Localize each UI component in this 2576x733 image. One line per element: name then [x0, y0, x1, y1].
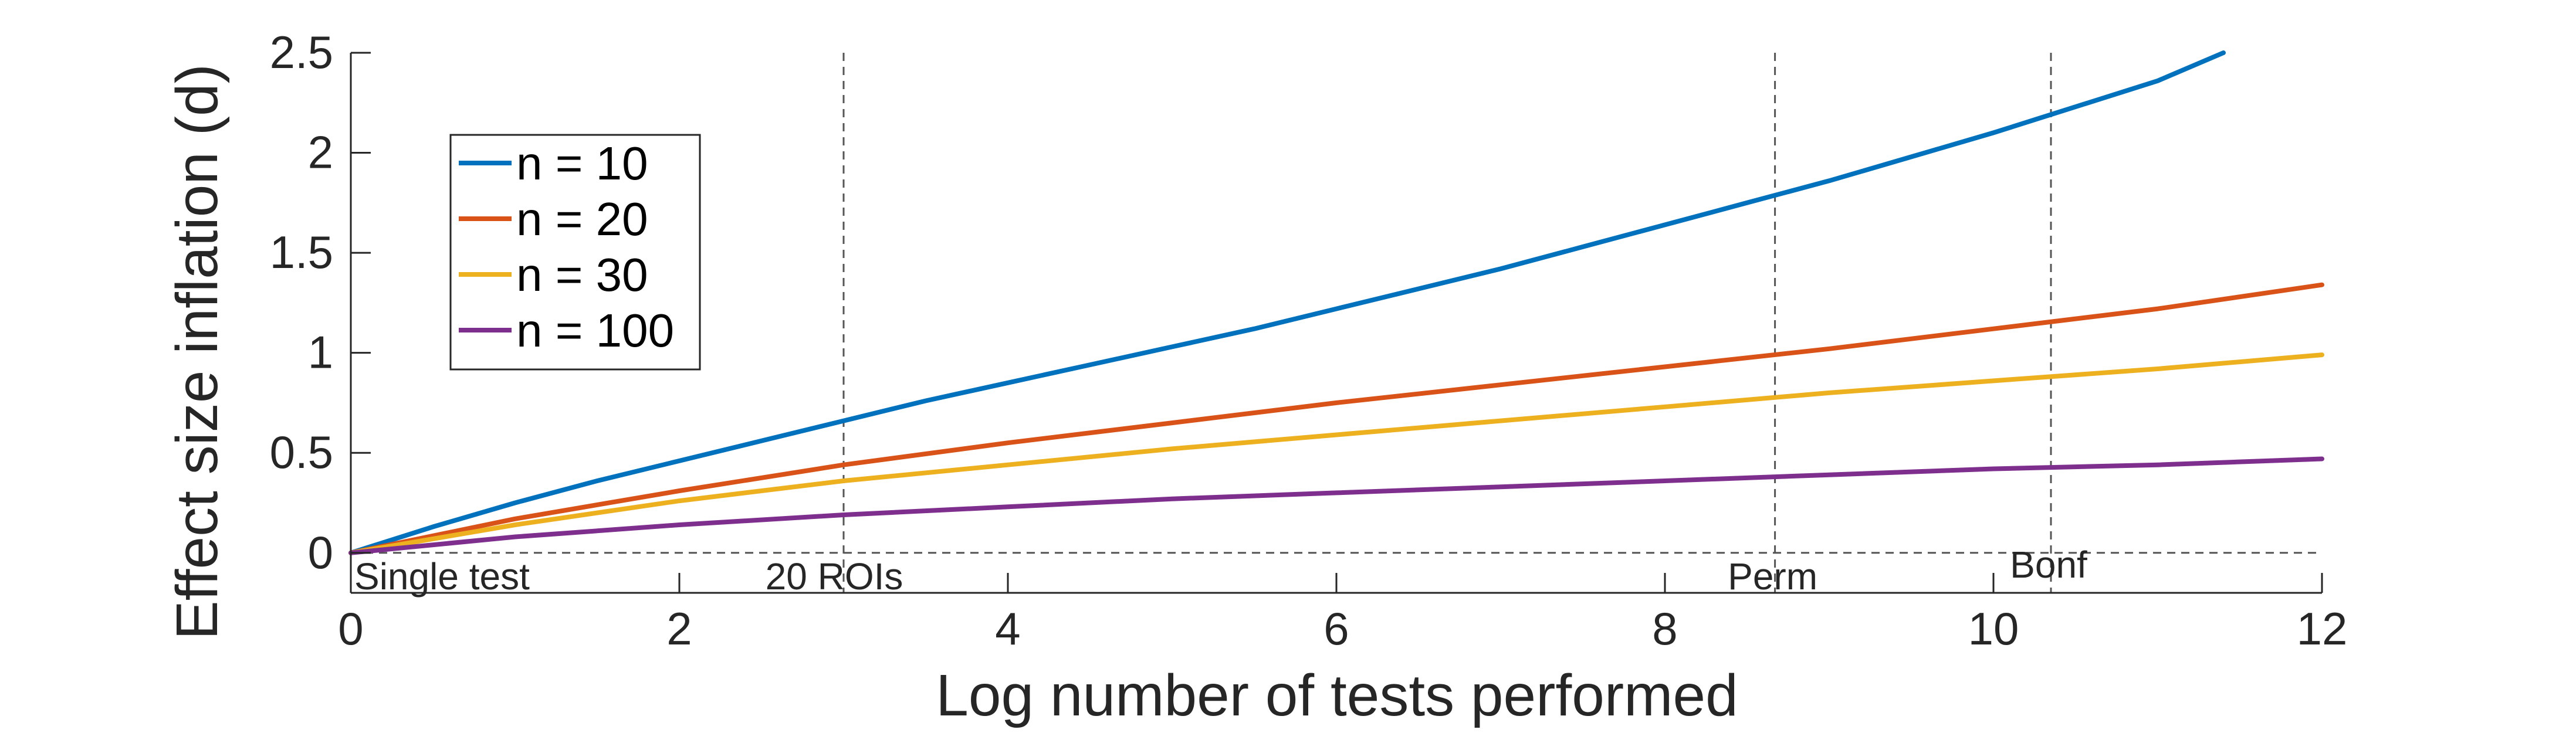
legend-label-3: n = 100 [516, 304, 674, 357]
x-tick-label: 6 [1323, 603, 1349, 654]
series-line-2 [348, 352, 2324, 555]
x-tick-label: 12 [2297, 603, 2348, 654]
y-tick-label: 1.5 [270, 226, 333, 278]
reference-line-label-0: Single test [354, 555, 530, 598]
legend-label-1: n = 20 [516, 193, 648, 245]
y-tick-label: 2 [308, 127, 333, 178]
x-tick-label: 10 [1968, 603, 2019, 654]
reference-line-label-2: Perm [1728, 555, 1817, 598]
legend-label-2: n = 30 [516, 249, 648, 301]
y-axis-label: Effect size inflation (d) [164, 64, 230, 640]
legend: n = 10n = 20n = 30n = 100 [449, 134, 701, 371]
reference-line-label-1: 20 ROIs [766, 555, 903, 598]
y-tick-label: 0 [308, 527, 333, 578]
series-line-1 [348, 282, 2324, 555]
axes: 0 2 4 6 8 10 12 0 0.5 1 1.5 2 2.5 [270, 26, 2348, 654]
reference-line-labels: Single test 20 ROIs Perm Bonf [354, 544, 2087, 598]
x-tick-label: 4 [995, 603, 1020, 654]
x-tick-label: 0 [338, 603, 363, 654]
x-tick-label: 8 [1652, 603, 1677, 654]
reference-line-label-3: Bonf [2010, 544, 2087, 586]
series-line-0 [348, 50, 2226, 555]
legend-label-0: n = 10 [516, 137, 648, 189]
x-tick-label: 2 [666, 603, 692, 654]
x-axis-label: Log number of tests performed [936, 663, 1738, 728]
y-tick-label: 1 [308, 327, 333, 378]
series-line-3 [348, 456, 2324, 555]
y-tick-label: 0.5 [270, 426, 333, 478]
y-tick-label: 2.5 [270, 26, 333, 78]
plot-series [348, 50, 2324, 555]
